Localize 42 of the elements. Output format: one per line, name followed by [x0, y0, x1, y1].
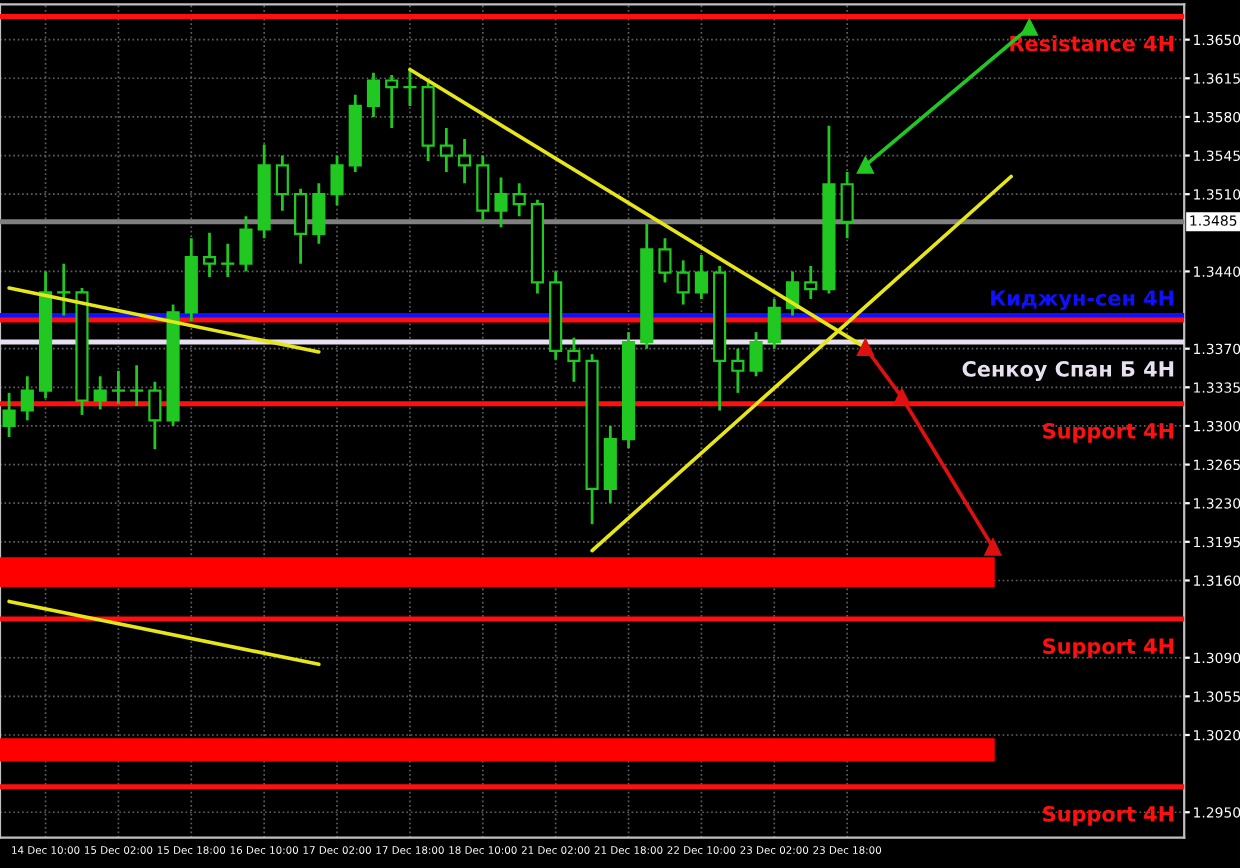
candlestick: [676, 259, 690, 306]
candlestick: [767, 297, 781, 351]
candlestick: [366, 71, 381, 119]
candlestick: [2, 391, 16, 439]
candlestick: [294, 187, 308, 266]
candlestick: [749, 330, 763, 378]
point: [1021, 19, 1038, 36]
candlestick: [148, 380, 162, 451]
ref-line-label: Resistance 4H: [1010, 35, 1174, 52]
ref-line-label: Сенкоу Спан Б 4H: [962, 361, 1174, 381]
candlestick: [804, 264, 818, 301]
candlestick: [658, 236, 672, 284]
candlestick: [275, 154, 289, 213]
candlestick: [239, 214, 253, 273]
candlestick: [476, 154, 490, 224]
candlestick: [312, 181, 326, 246]
candlestick: [57, 262, 71, 317]
point: [857, 339, 874, 356]
ref-line-label: Support 4H: [1043, 805, 1174, 826]
candlestick: [840, 170, 854, 240]
point: [984, 539, 1002, 556]
candlestick: [494, 176, 508, 229]
candlestick: [93, 374, 107, 411]
candlestick: [567, 336, 581, 384]
candlestick: [403, 68, 417, 108]
candlestick: [130, 363, 144, 408]
candlestick: [221, 242, 235, 279]
candlestick: [512, 181, 526, 218]
ref-line-label: Support 4H: [1043, 638, 1174, 659]
candlestick: [111, 369, 125, 406]
candlestick: [731, 347, 745, 395]
candlestick: [330, 154, 344, 207]
ref-line-label: Support 4H: [1043, 423, 1174, 443]
candlestick: [20, 374, 34, 422]
candlestick: [694, 253, 708, 301]
point: [893, 388, 911, 406]
ref-line-label: Киджун-сен 4H: [991, 290, 1174, 311]
candlestick: [458, 137, 472, 185]
point: [857, 157, 874, 174]
candlestick: [202, 231, 217, 279]
candlestick: [385, 73, 399, 130]
candlestick: [439, 126, 453, 174]
